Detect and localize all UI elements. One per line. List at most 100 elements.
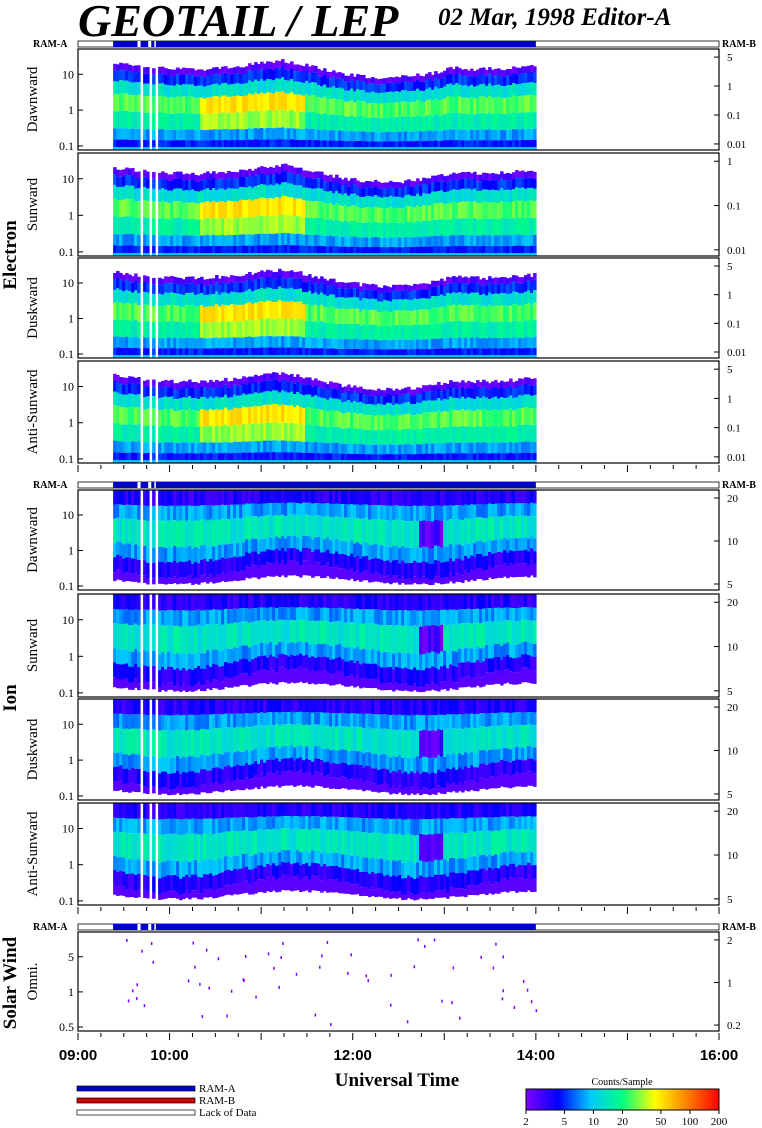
spectrogram-heatmap <box>113 163 537 256</box>
y-tick-right: 0.01 <box>727 452 746 464</box>
y-tick-left: 1 <box>68 649 74 663</box>
y-tick-right: 0.2 <box>727 1020 741 1032</box>
y-tick-right: 1 <box>727 977 733 989</box>
spectrogram-heatmap <box>113 59 537 150</box>
y-tick-left: 10 <box>62 380 74 394</box>
panel-frame <box>77 698 720 801</box>
panel-frame <box>77 360 720 464</box>
ram-a-label: RAM-A <box>33 39 68 50</box>
y-tick-left: 0.1 <box>59 452 74 466</box>
colorbar-tick: 10 <box>588 1116 600 1128</box>
x-tick-label: 10:00 <box>150 1047 188 1064</box>
y-tick-right: 10 <box>727 850 739 862</box>
y-tick-left: 1 <box>68 312 74 326</box>
ram-status-bar <box>77 923 720 931</box>
panel-label: Dawnward <box>25 66 41 132</box>
panel-label: Anti-Sunward <box>25 369 41 454</box>
legend-label: Lack of Data <box>199 1107 257 1119</box>
x-axis-title: Universal Time <box>335 1070 459 1091</box>
y-tick-left: 10 <box>62 276 74 290</box>
y-tick-right: 20 <box>727 597 739 609</box>
y-tick-right: 5 <box>727 686 733 698</box>
y-tick-left: 0.1 <box>59 579 74 593</box>
panel-label: Duskward <box>25 718 41 780</box>
y-tick-left: 1 <box>68 753 74 767</box>
panel-anti-sunward: 10 1 0.1 5 1 0.1 0.01 Anti-Sunward <box>25 360 746 466</box>
group-label: Ion <box>0 684 21 712</box>
y-tick-right: 5 <box>727 789 733 801</box>
colorbar-tick: 50 <box>655 1116 667 1128</box>
y-tick-left: 0.1 <box>59 789 74 803</box>
y-tick-left: 1 <box>68 103 74 117</box>
y-tick-right: 0.1 <box>727 110 741 122</box>
y-tick-left: 0.5 <box>59 1020 74 1034</box>
y-tick-right: 10 <box>727 536 739 548</box>
colorbar-tick: 100 <box>682 1116 699 1128</box>
x-tick-label: 09:00 <box>59 1047 97 1064</box>
y-tick-left: 1 <box>68 858 74 872</box>
panel-label: Dawnward <box>25 507 41 573</box>
panel-dawnward: 10 1 0.1 20 10 5 Dawnward <box>25 489 739 593</box>
group-label: Solar Wind <box>0 936 21 1029</box>
panel-duskward: 10 1 0.1 20 10 5 Duskward <box>25 698 739 803</box>
y-tick-left: 10 <box>62 822 74 836</box>
panel-sunward: 10 1 0.1 1 0.1 0.01 Sunward <box>25 152 746 259</box>
panel-label: Sunward <box>25 618 41 672</box>
y-tick-right: 0.1 <box>727 423 741 435</box>
spectrogram-heatmap <box>113 372 537 463</box>
panel-duskward: 10 1 0.1 5 1 0.1 0.01 Duskward <box>25 257 746 361</box>
legend-swatch <box>76 1097 196 1104</box>
y-tick-left: 10 <box>62 67 74 81</box>
colorbar-tick: 5 <box>562 1116 568 1128</box>
y-tick-left: 10 <box>62 508 74 522</box>
y-tick-right: 5 <box>727 364 733 376</box>
group-electron: RAM-A RAM-B1010.1510.10.01Dawnward1010.11… <box>0 39 756 472</box>
spectrogram-heatmap <box>113 594 537 693</box>
panel-label: Omni. <box>25 963 41 1001</box>
panel-frame <box>77 48 720 151</box>
colorbar-tick: 20 <box>617 1116 629 1128</box>
panel-label: Sunward <box>25 177 41 231</box>
y-tick-right: 10 <box>727 746 739 758</box>
y-tick-left: 5 <box>68 950 74 964</box>
y-tick-left: 1 <box>68 416 74 430</box>
y-tick-left: 0.1 <box>59 686 74 700</box>
x-tick-label: 16:00 <box>700 1047 738 1064</box>
y-tick-right: 0.1 <box>727 201 741 213</box>
panel-frame <box>77 931 720 1032</box>
y-tick-left: 1 <box>68 544 74 558</box>
y-tick-right: 20 <box>727 806 739 818</box>
group-label: Electron <box>0 220 21 290</box>
legend-swatch <box>76 1109 196 1116</box>
ram-status-bar <box>77 481 720 489</box>
y-tick-right: 20 <box>727 493 739 505</box>
colorbar-tick: 2 <box>523 1116 529 1128</box>
x-tick-label: 14:00 <box>517 1047 555 1064</box>
spectrogram-heatmap <box>126 938 538 1027</box>
spectrogram-heatmap <box>113 803 537 901</box>
y-tick-left: 0.1 <box>59 894 74 908</box>
y-tick-left: 0.1 <box>59 245 74 259</box>
panel-frame <box>77 593 720 698</box>
x-tick-label: 12:00 <box>334 1047 372 1064</box>
panel-frame <box>77 489 720 591</box>
panel-label: Duskward <box>25 277 41 339</box>
y-tick-right: 20 <box>727 702 739 714</box>
y-tick-right: 0.01 <box>727 245 746 257</box>
y-tick-right: 1 <box>727 393 733 405</box>
panel-frame <box>77 152 720 257</box>
y-tick-right: 1 <box>727 156 733 168</box>
panel-dawnward: 10 1 0.1 5 1 0.1 0.01 Dawnward <box>25 48 746 153</box>
y-tick-left: 10 <box>62 172 74 186</box>
ram-status-bar <box>77 40 720 48</box>
panel-frame <box>77 802 720 906</box>
y-tick-left: 1 <box>68 985 74 999</box>
y-tick-right: 5 <box>727 52 733 64</box>
spectrogram-heatmap <box>113 490 537 585</box>
spectrogram-heatmap <box>113 699 537 796</box>
colorbar-title: Counts/Sample <box>591 1077 653 1088</box>
y-tick-right: 1 <box>727 290 733 302</box>
y-tick-left: 10 <box>62 717 74 731</box>
